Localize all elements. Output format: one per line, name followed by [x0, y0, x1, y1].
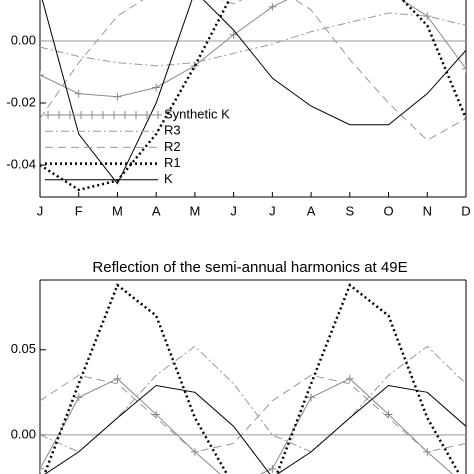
x-tick-label: M [112, 203, 123, 218]
legend-marker [55, 111, 63, 119]
marker [345, 374, 354, 383]
series-line [40, 374, 466, 453]
x-tick-label: A [307, 203, 316, 218]
x-tick-label: O [383, 203, 393, 218]
chart-title: Reflection of the semi-annual harmonics … [92, 259, 407, 276]
legend-label: R2 [164, 139, 181, 154]
y-tick-label: 0.00 [11, 426, 36, 441]
marker [307, 393, 316, 402]
series-line [40, 345, 466, 453]
x-tick-label: J [230, 203, 237, 218]
series-line [40, 12, 466, 67]
y-tick-label: 0.00 [11, 32, 36, 47]
marker [268, 2, 277, 11]
x-tick-label: D [461, 203, 470, 218]
y-tick-label: -0.04 [6, 156, 36, 171]
marker [268, 464, 277, 473]
x-tick-label: M [189, 203, 200, 218]
marker [113, 374, 122, 383]
legend-label: K [164, 171, 173, 186]
legend-marker [143, 111, 151, 119]
series-line [40, 0, 466, 192]
series-line [41, 0, 466, 185]
legend-marker [154, 111, 162, 119]
marker [384, 410, 393, 419]
plot-area [40, 283, 466, 474]
x-tick-label: N [423, 203, 432, 218]
plot-area [40, 0, 466, 192]
legend-marker [99, 111, 107, 119]
x-tick-label: J [269, 203, 276, 218]
legend-label: R3 [164, 123, 181, 138]
marker [113, 92, 122, 101]
x-tick-label: A [152, 203, 161, 218]
legend-label: Synthetic K [164, 106, 230, 121]
marker [74, 89, 83, 98]
marker [74, 393, 83, 402]
marker [40, 71, 44, 80]
series-line [44, 384, 466, 474]
y-tick-label: 0.05 [11, 341, 36, 356]
legend-marker [132, 111, 140, 119]
series-line [40, 378, 454, 474]
x-tick-label: J [37, 203, 44, 218]
y-tick-label: -0.02 [6, 94, 36, 109]
legend-marker [77, 111, 85, 119]
legend-marker [110, 111, 118, 119]
legend-marker [88, 111, 96, 119]
x-tick-label: S [345, 203, 354, 218]
legend-label: R1 [164, 155, 181, 170]
marker [152, 410, 161, 419]
legend-marker [121, 111, 129, 119]
legend-marker [66, 111, 74, 119]
marker [229, 30, 238, 39]
x-tick-label: F [75, 203, 83, 218]
marker [40, 464, 44, 473]
legend-marker [44, 111, 52, 119]
series-line [43, 283, 461, 474]
marker [462, 64, 466, 73]
series-line [40, 0, 466, 141]
marker [152, 83, 161, 92]
series-line [40, 0, 466, 98]
